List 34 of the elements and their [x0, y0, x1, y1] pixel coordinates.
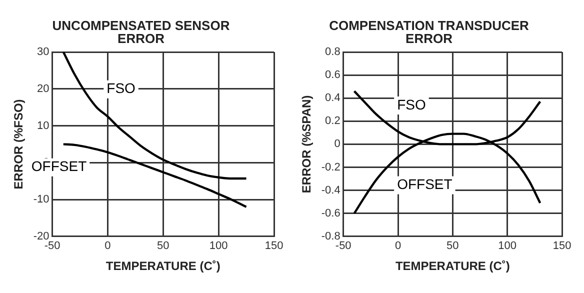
x-tick-label: 150	[264, 240, 284, 252]
y-tick-label: 20	[37, 82, 50, 95]
y-tick-label: 30	[37, 46, 50, 58]
x-axis-title: TEMPERATURE (C˚)	[106, 259, 220, 274]
x-tick-label: -50	[335, 240, 352, 252]
series-label: OFFSET	[31, 158, 88, 174]
y-tick-label: -0.8	[321, 230, 340, 242]
series-label: FSO	[397, 96, 426, 112]
x-tick-label: 50	[446, 240, 459, 252]
y-tick-label: 10	[37, 120, 50, 132]
x-tick-label: 50	[157, 240, 170, 252]
y-tick-label: 0.6	[325, 69, 340, 82]
y-axis-title: ERROR (%SPAN)	[300, 95, 314, 194]
chart-title: COMPENSATION TRANSDUCER ERROR	[329, 18, 530, 46]
y-tick-label: 0.4	[325, 92, 340, 104]
y-axis-title: ERROR (%FSO)	[12, 99, 26, 190]
y-tick-label: 0.8	[325, 46, 340, 58]
x-tick-label: 100	[209, 240, 228, 252]
x-tick-label: 0	[104, 240, 111, 252]
y-tick-label: 0	[334, 138, 340, 150]
y-tick-label: -0.6	[321, 207, 340, 220]
y-tick-label: -0.4	[321, 184, 340, 196]
x-axis-title: TEMPERATURE (C˚)	[395, 259, 510, 274]
y-tick-label: 0.2	[325, 115, 340, 128]
x-tick-label: 100	[498, 240, 517, 252]
x-tick-label: 150	[552, 240, 572, 252]
y-tick-label: -20	[33, 230, 50, 242]
chart-title: UNCOMPENSATED SENSOR ERROR	[52, 18, 230, 46]
x-tick-label: -50	[44, 240, 60, 252]
series-label: FSO	[106, 80, 136, 96]
x-tick-label: 0	[394, 240, 402, 252]
y-tick-label: -10	[33, 194, 50, 206]
y-tick-label: -0.2	[321, 161, 340, 174]
series-label: OFFSET	[397, 176, 453, 192]
